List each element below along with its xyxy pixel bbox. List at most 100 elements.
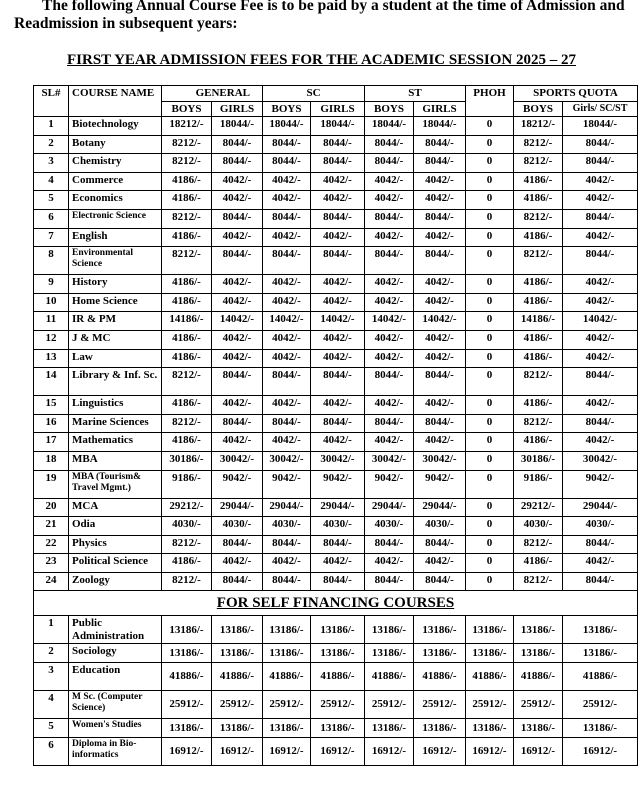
fee-cell: 16912/- [211, 736, 263, 766]
fee-cell: 4042/- [310, 292, 365, 313]
fee-cell: 16912/- [513, 736, 563, 766]
fee-cell: 4030/- [513, 516, 563, 536]
header-sl: SL# [33, 85, 69, 117]
table-row: 12 J & MC 4186/- 4042/- 4042/- 4042/- 4042/- 40… [33, 329, 638, 350]
fee-cell: 4042/- [562, 190, 638, 210]
fee-cell: 8044/- [211, 153, 263, 173]
fee-cell: 4042/- [211, 395, 263, 415]
fee-cell: 0 [465, 329, 514, 350]
course-name: IR & PM [68, 311, 162, 331]
serial-number: 5 [33, 718, 69, 738]
fee-cell: 13186/- [513, 718, 563, 738]
table-row: 10 Home Science 4186/- 4042/- 4042/- 4042/- 40… [33, 292, 638, 313]
fee-cell: 4042/- [310, 171, 365, 192]
fee-cell: 8044/- [211, 134, 263, 155]
fee-cell: 14186/- [161, 311, 212, 331]
fee-cell: 4030/- [211, 516, 263, 536]
fee-cell: 4042/- [262, 553, 311, 573]
fee-cell: 4042/- [364, 553, 414, 573]
fee-cell: 8044/- [562, 571, 638, 592]
fee-cell: 8044/- [562, 246, 638, 276]
fee-cell: 8212/- [513, 534, 563, 555]
fee-cell: 8212/- [513, 134, 563, 155]
serial-number: 19 [33, 469, 69, 499]
serial-number: 1 [33, 116, 69, 136]
fee-cell: 8044/- [364, 571, 414, 592]
fee-cell: 8212/- [161, 246, 212, 276]
fee-cell: 41886/- [364, 662, 414, 692]
fee-cell: 25912/- [262, 690, 311, 720]
course-name: Public Administration [68, 615, 162, 645]
fee-cell: 8044/- [562, 134, 638, 155]
course-name: Sociology [68, 643, 162, 664]
fee-cell: 4186/- [513, 329, 563, 350]
fee-cell: 16912/- [161, 736, 212, 766]
fee-cell: 8044/- [364, 208, 414, 229]
fee-cell: 4042/- [310, 553, 365, 573]
fee-cell: 41886/- [161, 662, 212, 692]
fee-cell: 30042/- [310, 450, 365, 471]
course-name: Marine Sciences [68, 413, 162, 434]
fee-cell: 13186/- [310, 718, 365, 738]
fee-cell: 18044/- [262, 116, 311, 136]
fee-cell: 9042/- [562, 469, 638, 499]
course-name: Commerce [68, 171, 162, 192]
course-name: Zoology [68, 571, 162, 592]
fee-cell: 18212/- [513, 116, 563, 136]
fee-cell: 8044/- [211, 534, 263, 555]
fee-cell: 4042/- [413, 348, 466, 369]
fee-cell: 13186/- [562, 615, 638, 645]
self-financing-courses: 1 Public Administration 13186/- 13186/- 1318… [33, 615, 638, 766]
fee-cell: 13186/- [413, 643, 466, 664]
fee-cell: 14186/- [513, 311, 563, 331]
course-name: Women's Studies [68, 718, 162, 738]
fee-cell: 0 [465, 571, 514, 592]
fee-cell: 8044/- [310, 367, 365, 397]
fee-cell: 4042/- [211, 171, 263, 192]
serial-number: 2 [33, 134, 69, 155]
serial-number: 10 [33, 292, 69, 313]
serial-number: 2 [33, 643, 69, 664]
fee-cell: 8044/- [364, 534, 414, 555]
fee-cell: 13186/- [161, 643, 212, 664]
course-name: Home Science [68, 292, 162, 313]
fee-cell: 0 [465, 208, 514, 229]
fee-cell: 8044/- [262, 534, 311, 555]
fee-cell: 30186/- [161, 450, 212, 471]
course-name: Odia [68, 516, 162, 536]
fee-table: SL# COURSE NAME GENERAL SC ST PHOH SPORT… [33, 85, 638, 766]
fee-cell: 4186/- [513, 432, 563, 452]
fee-cell: 4042/- [310, 348, 365, 369]
fee-cell: 8044/- [262, 571, 311, 592]
header-phoh: PHOH [465, 85, 514, 117]
fee-cell: 4042/- [413, 395, 466, 415]
fee-cell: 8044/- [562, 534, 638, 555]
course-name: Political Science [68, 553, 162, 573]
serial-number: 4 [33, 690, 69, 720]
serial-number: 1 [33, 615, 69, 645]
fee-cell: 4030/- [413, 516, 466, 536]
fee-cell: 8044/- [310, 246, 365, 276]
header-general: GENERAL [161, 85, 263, 102]
table-row: 18 MBA 30186/- 30042/- 30042/- 30042/- 30042/-… [33, 450, 638, 471]
serial-number: 15 [33, 395, 69, 415]
fee-cell: 13186/- [262, 615, 311, 645]
fee-cell: 30042/- [413, 450, 466, 471]
fee-cell: 4042/- [413, 190, 466, 210]
fee-cell: 8212/- [161, 413, 212, 434]
fee-cell: 4042/- [413, 171, 466, 192]
table-row: 6 Electronic Science 8212/- 8044/- 8044/- 804… [33, 208, 638, 229]
course-name: Linguistics [68, 395, 162, 415]
fee-cell: 8044/- [211, 571, 263, 592]
fee-cell: 0 [465, 553, 514, 573]
fee-cell: 14042/- [310, 311, 365, 331]
fee-cell: 8044/- [262, 246, 311, 276]
serial-number: 16 [33, 413, 69, 434]
serial-number: 6 [33, 736, 69, 766]
fee-cell: 13186/- [465, 718, 514, 738]
fee-cell: 14042/- [262, 311, 311, 331]
fee-cell: 8044/- [562, 367, 638, 397]
serial-number: 24 [33, 571, 69, 592]
fee-cell: 4042/- [211, 553, 263, 573]
